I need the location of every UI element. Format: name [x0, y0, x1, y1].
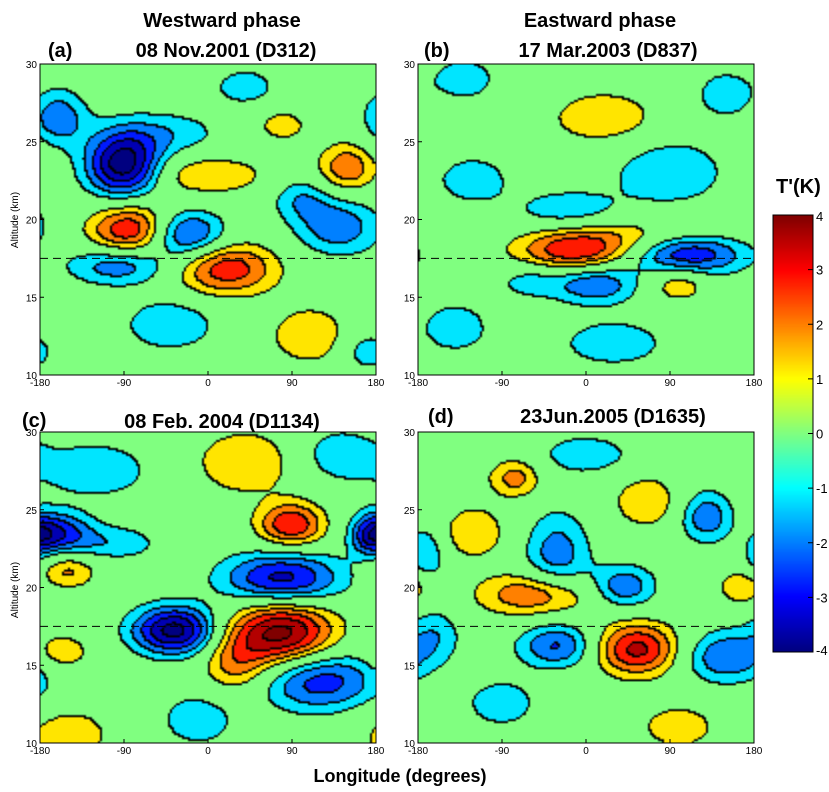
- colorbar-tick-label: -1: [816, 481, 828, 496]
- colorbar-tick-label: 0: [816, 427, 823, 442]
- x-tick-label: 180: [746, 746, 763, 757]
- y-tick-label: 10: [26, 739, 38, 750]
- panel-d-label: (d): [428, 406, 454, 428]
- x-tick-label: -90: [117, 378, 132, 389]
- panel-c: (c) 08 Feb. 2004 (D1134) -180 -90 0 90 180 10…: [10, 410, 385, 757]
- panel-d-field: [418, 432, 754, 743]
- x-tick-label: 90: [664, 378, 676, 389]
- x-tick-label: 0: [583, 378, 589, 389]
- panel-a-ylabel: Altitude (km): [10, 192, 21, 248]
- x-tick-label: -180: [408, 746, 428, 757]
- panel-c-title: 08 Feb. 2004 (D1134): [124, 411, 320, 433]
- x-tick-label: 180: [368, 746, 385, 757]
- panel-a-title: 08 Nov.2001 (D312): [136, 40, 317, 62]
- panel-b-label: (b): [424, 40, 450, 62]
- y-tick-label: 20: [404, 216, 416, 227]
- colorbar-tick-label: 4: [816, 209, 823, 224]
- colorbar-gradient: [773, 215, 813, 652]
- panel-c-label: (c): [22, 410, 46, 432]
- y-tick-label: 15: [26, 293, 38, 304]
- y-tick-label: 25: [404, 138, 416, 149]
- panel-b: (b) 17 Mar.2003 (D837) -180 -90 0 90 180 10 15…: [404, 40, 763, 389]
- y-tick-label: 25: [404, 506, 416, 517]
- y-tick-label: 20: [26, 216, 38, 227]
- panel-a-label: (a): [48, 40, 72, 62]
- y-tick-label: 20: [404, 584, 416, 595]
- panel-b-field: [418, 64, 754, 375]
- colorbar-tick-label: 3: [816, 263, 823, 278]
- x-axis-label: Longitude (degrees): [313, 766, 486, 786]
- x-tick-label: 0: [205, 378, 211, 389]
- x-tick-label: 180: [746, 378, 763, 389]
- westward-phase-label: Westward phase: [143, 10, 300, 32]
- x-tick-label: 90: [664, 746, 676, 757]
- y-tick-label: 30: [26, 60, 38, 71]
- colorbar-tick-label: 1: [816, 372, 823, 387]
- y-tick-label: 30: [404, 428, 416, 439]
- x-tick-label: -180: [408, 378, 428, 389]
- panel-d: (d) 23Jun.2005 (D1635) -180 -90 0 90 180 10 15…: [404, 406, 763, 757]
- colorbar-title: T'(K): [776, 176, 821, 198]
- x-tick-label: 0: [583, 746, 589, 757]
- x-tick-label: 180: [368, 378, 385, 389]
- colorbar: T'(K) 4 3 2 1 0 -1 -2 -3 -4: [772, 176, 828, 658]
- y-tick-label: 15: [404, 661, 416, 672]
- panel-a-field: [40, 64, 376, 375]
- y-tick-label: 10: [26, 371, 38, 382]
- x-tick-label: 90: [286, 746, 298, 757]
- colorbar-tick-label: -4: [816, 643, 828, 658]
- x-tick-label: 0: [205, 746, 211, 757]
- y-tick-label: 20: [26, 584, 38, 595]
- y-tick-label: 25: [26, 506, 38, 517]
- x-tick-label: -180: [30, 378, 50, 389]
- colorbar-tick-label: -2: [816, 536, 828, 551]
- x-tick-label: -90: [495, 378, 510, 389]
- panel-c-ylabel: Altitude (km): [10, 562, 21, 618]
- y-tick-label: 15: [404, 293, 416, 304]
- panel-a: (a) 08 Nov.2001 (D312) -180 -90 0 90 180 10 15…: [10, 40, 385, 389]
- y-tick-label: 10: [404, 371, 416, 382]
- colorbar-tick-label: -3: [816, 590, 828, 605]
- y-tick-label: 10: [404, 739, 416, 750]
- x-tick-label: 90: [286, 378, 298, 389]
- y-tick-label: 25: [26, 138, 38, 149]
- y-tick-label: 30: [404, 60, 416, 71]
- y-tick-label: 15: [26, 661, 38, 672]
- panel-b-title: 17 Mar.2003 (D837): [518, 40, 697, 62]
- x-tick-label: -90: [117, 746, 132, 757]
- panel-c-field: [40, 432, 376, 743]
- eastward-phase-label: Eastward phase: [524, 10, 676, 32]
- x-tick-label: -180: [30, 746, 50, 757]
- x-tick-label: -90: [495, 746, 510, 757]
- colorbar-tick-label: 2: [816, 317, 823, 332]
- y-tick-label: 30: [26, 428, 38, 439]
- panel-d-title: 23Jun.2005 (D1635): [520, 406, 706, 428]
